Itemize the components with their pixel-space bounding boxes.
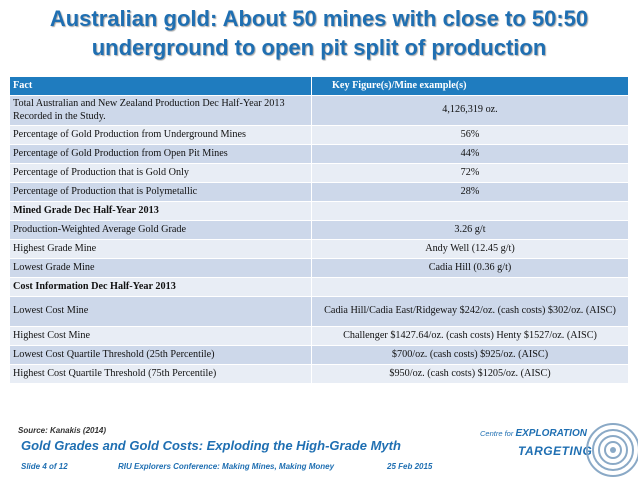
- logo-line1: Centre for EXPLORATION: [480, 428, 587, 439]
- slide-title: Australian gold: About 50 mines with clo…: [0, 4, 638, 62]
- slide-title-line1: Australian gold: About 50 mines with clo…: [49, 6, 589, 31]
- table-row: Highest Grade Mine Andy Well (12.45 g/t): [9, 239, 629, 259]
- figure-cell: $700/oz. (cash costs) $925/oz. (AISC): [311, 345, 629, 365]
- fact-cell: Lowest Grade Mine: [9, 258, 312, 278]
- slide-subtitle: Gold Grades and Gold Costs: Exploding th…: [21, 438, 401, 453]
- fact-cell: Lowest Cost Quartile Threshold (25th Per…: [9, 345, 312, 365]
- table-row: Lowest Grade Mine Cadia Hill (0.36 g/t): [9, 258, 629, 278]
- figure-cell: Cadia Hill/Cadia East/Ridgeway $242/oz. …: [311, 296, 629, 327]
- figure-cell: 44%: [311, 144, 629, 164]
- table-row: Lowest Cost Quartile Threshold (25th Per…: [9, 345, 629, 365]
- fact-cell: Percentage of Gold Production from Under…: [9, 125, 312, 145]
- table-row: Total Australian and New Zealand Product…: [9, 95, 629, 126]
- figure-cell: [311, 201, 629, 221]
- section-heading: Mined Grade Dec Half-Year 2013: [9, 201, 312, 221]
- figure-cell: 28%: [311, 182, 629, 202]
- slide-title-line2: underground to open pit split of product…: [91, 35, 547, 60]
- slide-number: Slide 4 of 12: [21, 462, 68, 471]
- fact-cell: Highest Cost Mine: [9, 326, 312, 346]
- table-row: Production-Weighted Average Gold Grade 3…: [9, 220, 629, 240]
- fact-cell: Total Australian and New Zealand Product…: [9, 95, 312, 126]
- fact-cell: Lowest Cost Mine: [9, 296, 312, 327]
- table-row: Percentage of Gold Production from Open …: [9, 144, 629, 164]
- facts-table: Fact Key Figure(s)/Mine example(s) Total…: [9, 76, 629, 384]
- section-heading: Cost Information Dec Half-Year 2013: [9, 277, 312, 297]
- logo-line1-main: EXPLORATION: [515, 428, 587, 439]
- fact-cell: Percentage of Gold Production from Open …: [9, 144, 312, 164]
- table-row: Percentage of Production that is Polymet…: [9, 182, 629, 202]
- table-row: Lowest Cost Mine Cadia Hill/Cadia East/R…: [9, 296, 629, 327]
- table-row: Highest Cost Quartile Threshold (75th Pe…: [9, 364, 629, 384]
- table-section-row: Cost Information Dec Half-Year 2013: [9, 277, 629, 297]
- logo-line2: TARGETING: [518, 444, 593, 458]
- figure-cell: Challenger $1427.64/oz. (cash costs) Hen…: [311, 326, 629, 346]
- fact-cell: Production-Weighted Average Gold Grade: [9, 220, 312, 240]
- header-fact: Fact: [9, 76, 312, 96]
- slide-date: 25 Feb 2015: [387, 462, 433, 471]
- figure-cell: Cadia Hill (0.36 g/t): [311, 258, 629, 278]
- figure-cell: 72%: [311, 163, 629, 183]
- fact-cell: Highest Cost Quartile Threshold (75th Pe…: [9, 364, 312, 384]
- header-key-figures: Key Figure(s)/Mine example(s): [311, 76, 629, 96]
- figure-cell: [311, 277, 629, 297]
- figure-cell: $950/oz. (cash costs) $1205/oz. (AISC): [311, 364, 629, 384]
- cet-logo: Centre for EXPLORATION TARGETING: [458, 420, 638, 479]
- table-header-row: Fact Key Figure(s)/Mine example(s): [9, 76, 629, 96]
- source-note: Source: Kanakis (2014): [18, 426, 107, 435]
- figure-cell: 3.26 g/t: [311, 220, 629, 240]
- table-row: Percentage of Gold Production from Under…: [9, 125, 629, 145]
- figure-cell: Andy Well (12.45 g/t): [311, 239, 629, 259]
- fact-cell: Percentage of Production that is Gold On…: [9, 163, 312, 183]
- conference-name: RIU Explorers Conference: Making Mines, …: [118, 462, 335, 471]
- fact-cell: Highest Grade Mine: [9, 239, 312, 259]
- table-section-row: Mined Grade Dec Half-Year 2013: [9, 201, 629, 221]
- figure-cell: 56%: [311, 125, 629, 145]
- table-row: Highest Cost Mine Challenger $1427.64/oz…: [9, 326, 629, 346]
- fact-cell: Percentage of Production that is Polymet…: [9, 182, 312, 202]
- logo-line1-prefix: Centre for: [480, 429, 514, 438]
- table-row: Percentage of Production that is Gold On…: [9, 163, 629, 183]
- figure-cell: 4,126,319 oz.: [311, 95, 629, 126]
- target-icon: [586, 423, 638, 477]
